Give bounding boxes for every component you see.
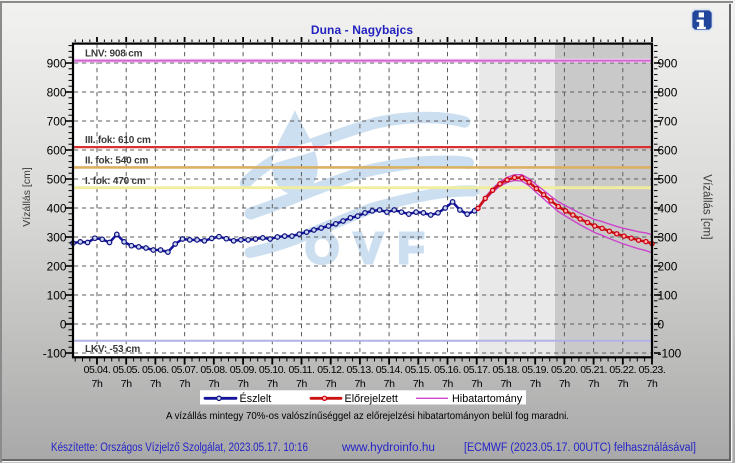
- svg-text:400: 400: [47, 201, 67, 215]
- svg-text:300: 300: [47, 230, 67, 244]
- svg-text:7h: 7h: [267, 378, 278, 390]
- svg-text:7h: 7h: [588, 378, 599, 390]
- svg-text:Készítette: Országos Vízjelző: Készítette: Országos Vízjelző Szolgálat,…: [51, 442, 308, 454]
- svg-text:05.12.: 05.12.: [317, 364, 344, 376]
- svg-text:7h: 7h: [296, 378, 307, 390]
- svg-text:900: 900: [47, 56, 67, 70]
- svg-text:7h: 7h: [354, 378, 365, 390]
- svg-text:7h: 7h: [471, 378, 482, 390]
- svg-text:7h: 7h: [179, 378, 190, 390]
- svg-text:05.08.: 05.08.: [200, 364, 227, 376]
- svg-text:300: 300: [658, 230, 678, 244]
- svg-text:05.11.: 05.11.: [288, 364, 314, 376]
- svg-text:05.13.: 05.13.: [347, 364, 374, 376]
- svg-text:05.21.: 05.21.: [580, 364, 607, 376]
- svg-text:7h: 7h: [617, 378, 628, 390]
- svg-text:400: 400: [658, 201, 678, 215]
- svg-text:III. fok: 610 cm: III. fok: 610 cm: [85, 135, 151, 146]
- svg-text:7h: 7h: [647, 378, 658, 390]
- svg-text:700: 700: [47, 114, 67, 128]
- svg-text:Duna - Nagybajcs: Duna - Nagybajcs: [311, 23, 414, 37]
- svg-text:05.16.: 05.16.: [434, 364, 461, 376]
- svg-text:-100: -100: [658, 346, 682, 360]
- svg-text:7h: 7h: [150, 378, 161, 390]
- svg-text:Vízállás [cm]: Vízállás [cm]: [21, 167, 33, 227]
- svg-text:LKV: -53 cm: LKV: -53 cm: [85, 344, 140, 355]
- svg-text:[ECMWF (2023.05.17. 00UTC) fel: [ECMWF (2023.05.17. 00UTC) felhasználásá…: [464, 442, 696, 454]
- svg-text:600: 600: [658, 143, 678, 157]
- svg-text:05.07.: 05.07.: [171, 364, 198, 376]
- svg-text:100: 100: [47, 288, 67, 302]
- svg-text:0: 0: [60, 317, 67, 331]
- svg-text:800: 800: [658, 85, 678, 99]
- svg-text:100: 100: [658, 288, 678, 302]
- svg-text:05.04.: 05.04.: [84, 364, 111, 376]
- svg-text:05.05.: 05.05.: [113, 364, 140, 376]
- svg-text:www.hydroinfo.hu: www.hydroinfo.hu: [341, 442, 435, 454]
- svg-text:7h: 7h: [559, 378, 570, 390]
- svg-text:7h: 7h: [208, 378, 219, 390]
- svg-text:7h: 7h: [92, 378, 103, 390]
- svg-text:7h: 7h: [500, 378, 511, 390]
- svg-text:800: 800: [47, 85, 67, 99]
- svg-text:05.18.: 05.18.: [493, 364, 520, 376]
- svg-text:05.19.: 05.19.: [522, 364, 549, 376]
- svg-text:05.06.: 05.06.: [142, 364, 169, 376]
- svg-text:05.09.: 05.09.: [230, 364, 257, 376]
- svg-text:05.14.: 05.14.: [376, 364, 403, 376]
- svg-text:Előrejelzett: Előrejelzett: [345, 393, 398, 405]
- svg-text:7h: 7h: [121, 378, 132, 390]
- svg-text:I. fok: 470 cm: I. fok: 470 cm: [85, 176, 146, 187]
- svg-text:900: 900: [658, 56, 678, 70]
- svg-text:500: 500: [658, 172, 678, 186]
- svg-text:II. fok: 540 cm: II. fok: 540 cm: [85, 156, 148, 167]
- svg-text:7h: 7h: [442, 378, 453, 390]
- svg-text:500: 500: [47, 172, 67, 186]
- svg-text:05.22.: 05.22.: [609, 364, 636, 376]
- svg-text:7h: 7h: [413, 378, 424, 390]
- svg-text:05.23.: 05.23.: [639, 364, 666, 376]
- svg-text:-100: -100: [43, 346, 67, 360]
- svg-text:LNV: 908 cm: LNV: 908 cm: [85, 49, 143, 60]
- svg-text:200: 200: [47, 259, 67, 273]
- svg-text:05.15.: 05.15.: [405, 364, 432, 376]
- svg-text:200: 200: [658, 259, 678, 273]
- svg-text:05.17.: 05.17.: [463, 364, 490, 376]
- svg-text:A vízállás mintegy 70%-os való: A vízállás mintegy 70%-os valószínűségge…: [166, 410, 569, 422]
- svg-text:7h: 7h: [238, 378, 249, 390]
- svg-text:600: 600: [47, 143, 67, 157]
- svg-text:05.20.: 05.20.: [551, 364, 578, 376]
- svg-text:Észlelt: Észlelt: [240, 392, 272, 405]
- svg-text:Vízállás [cm]: Vízállás [cm]: [701, 174, 713, 239]
- svg-text:7h: 7h: [384, 378, 395, 390]
- svg-text:Hibatartomány: Hibatartomány: [452, 393, 523, 405]
- svg-text:0: 0: [658, 317, 665, 331]
- svg-text:7h: 7h: [325, 378, 336, 390]
- svg-text:7h: 7h: [530, 378, 541, 390]
- svg-text:700: 700: [658, 114, 678, 128]
- svg-text:05.10.: 05.10.: [259, 364, 286, 376]
